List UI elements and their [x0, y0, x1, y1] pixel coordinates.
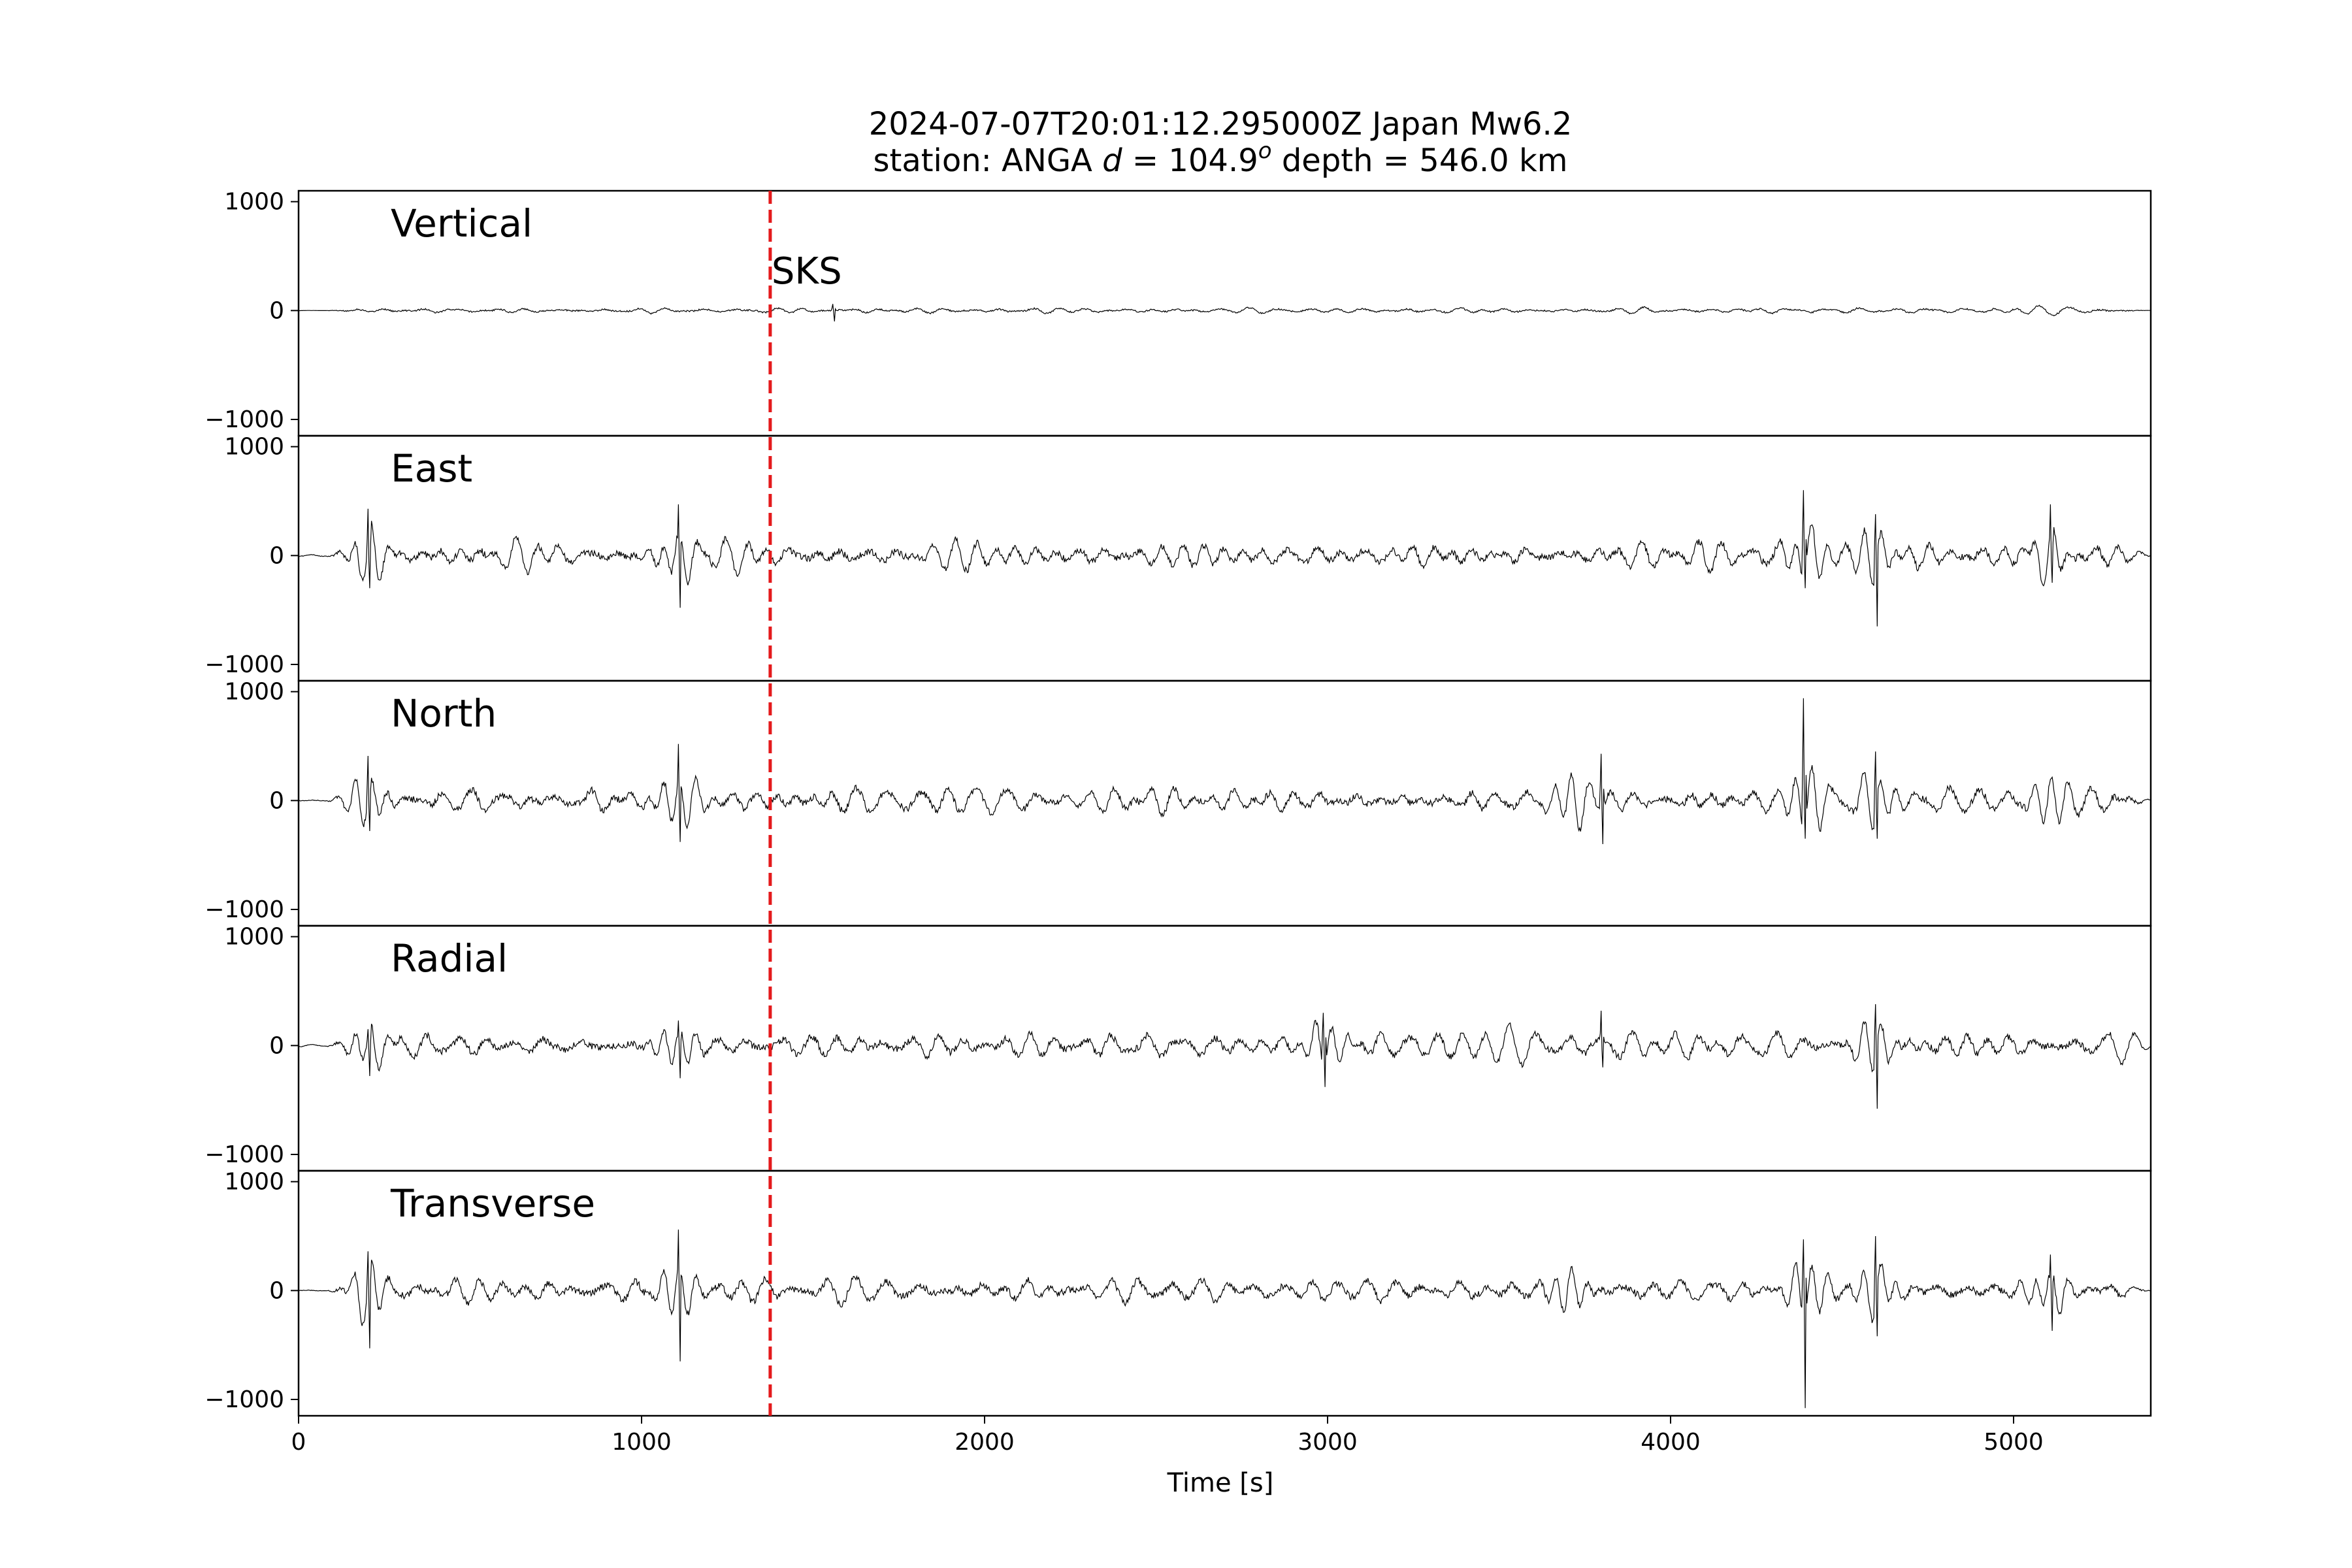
x-tick-label: 0 [291, 1429, 306, 1456]
transverse-y-tick-label: −1000 [204, 1386, 284, 1413]
title-degree-symbol: o [1258, 138, 1272, 164]
radial-panel-label: Radial [391, 936, 508, 981]
vertical-panel-label: Vertical [391, 201, 532, 246]
radial-y-tick-label: 1000 [224, 924, 284, 951]
figure-title: 2024-07-07T20:01:12.295000Z Japan Mw6.2 … [869, 106, 1573, 179]
panel-north: −1000 0 1000 North [204, 679, 2152, 927]
title-station: station: ANGA [873, 142, 1102, 179]
vertical-y-tick-label: −1000 [204, 406, 284, 433]
sks-phase-label: SKS [772, 250, 842, 293]
x-axis-label: Time [s] [1167, 1468, 1274, 1498]
phase-marker-layer: SKS [768, 191, 842, 1416]
transverse-panel-label: Transverse [390, 1181, 595, 1226]
x-tick-label: 3000 [1298, 1429, 1358, 1456]
transverse-y-tick-label: 1000 [224, 1169, 284, 1196]
title-depth: depth = 546.0 km [1272, 142, 1568, 179]
title-distance-symbol: d [1102, 142, 1122, 179]
radial-y-tick-label: 0 [269, 1032, 284, 1059]
north-y-tick-label: −1000 [204, 896, 284, 923]
x-tick-label: 2000 [955, 1429, 1015, 1456]
panel-transverse: −1000 0 1000 Transverse [204, 1169, 2152, 1417]
transverse-frame [297, 1169, 2152, 1417]
radial-trace [298, 1004, 2151, 1109]
title-line-1: 2024-07-07T20:01:12.295000Z Japan Mw6.2 [869, 106, 1573, 142]
east-trace [298, 490, 2151, 627]
trace-panels: −1000 0 1000 Vertical −1000 0 1000 East −1000 0 10… [204, 189, 2152, 1417]
panel-radial: −1000 0 1000 Radial [204, 924, 2152, 1172]
east-y-tick-label: −1000 [204, 651, 284, 678]
north-panel-label: North [391, 691, 497, 736]
north-trace [298, 698, 2151, 845]
x-tick-label: 1000 [612, 1429, 672, 1456]
x-tick-label: 5000 [1984, 1429, 2044, 1456]
title-distance-value: = 104.9 [1122, 142, 1258, 179]
east-y-tick-label: 1000 [224, 434, 284, 461]
radial-y-tick-label: −1000 [204, 1141, 284, 1168]
x-tick-label: 4000 [1641, 1429, 1701, 1456]
east-panel-label: East [391, 446, 472, 491]
north-y-tick-label: 0 [269, 787, 284, 814]
vertical-y-tick-label: 0 [269, 297, 284, 324]
east-y-tick-label: 0 [269, 542, 284, 569]
time-axis: 0 1000 2000 3000 4000 5000 [291, 1416, 2044, 1456]
north-y-tick-label: 1000 [224, 679, 284, 706]
transverse-trace [298, 1229, 2151, 1409]
vertical-y-tick-label: 1000 [224, 189, 284, 216]
vertical-trace [299, 304, 2151, 322]
transverse-y-tick-label: 0 [269, 1277, 284, 1304]
title-line-2: station: ANGA d = 104.9o depth = 546.0 k… [873, 138, 1567, 179]
